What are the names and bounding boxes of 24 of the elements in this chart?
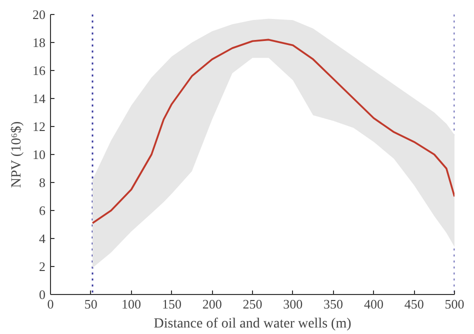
- y-tick-label: 12: [32, 119, 46, 134]
- y-tick-label: 0: [39, 287, 46, 302]
- y-tick-label: 20: [32, 7, 46, 22]
- x-tick-label: 250: [242, 296, 262, 312]
- y-tick-label: 10: [32, 147, 46, 162]
- y-tick-label: 6: [39, 203, 46, 218]
- x-tick-label: 500: [444, 296, 464, 312]
- x-axis-title: Distance of oil and water wells (m): [154, 316, 352, 332]
- line-series: [92, 38, 454, 224]
- y-tick-label: 16: [32, 63, 46, 78]
- x-tick-label: 150: [162, 296, 182, 312]
- y-tick-label: 18: [32, 35, 46, 50]
- x-tick-label: 50: [84, 296, 98, 312]
- y-axis-title: NPV (10⁶$): [10, 121, 24, 188]
- y-tick-label: 4: [39, 231, 46, 246]
- y-tick-label: 8: [39, 175, 46, 190]
- x-tick-label: 200: [202, 296, 222, 312]
- x-tick-label: 300: [283, 296, 303, 312]
- x-tick-label: 100: [122, 296, 142, 312]
- y-tick-label: 2: [39, 259, 46, 274]
- y-tick-label: 14: [32, 91, 46, 106]
- x-tick-label: 400: [364, 296, 384, 312]
- x-tick-label: 450: [404, 296, 424, 312]
- x-tick-label: 350: [324, 296, 344, 312]
